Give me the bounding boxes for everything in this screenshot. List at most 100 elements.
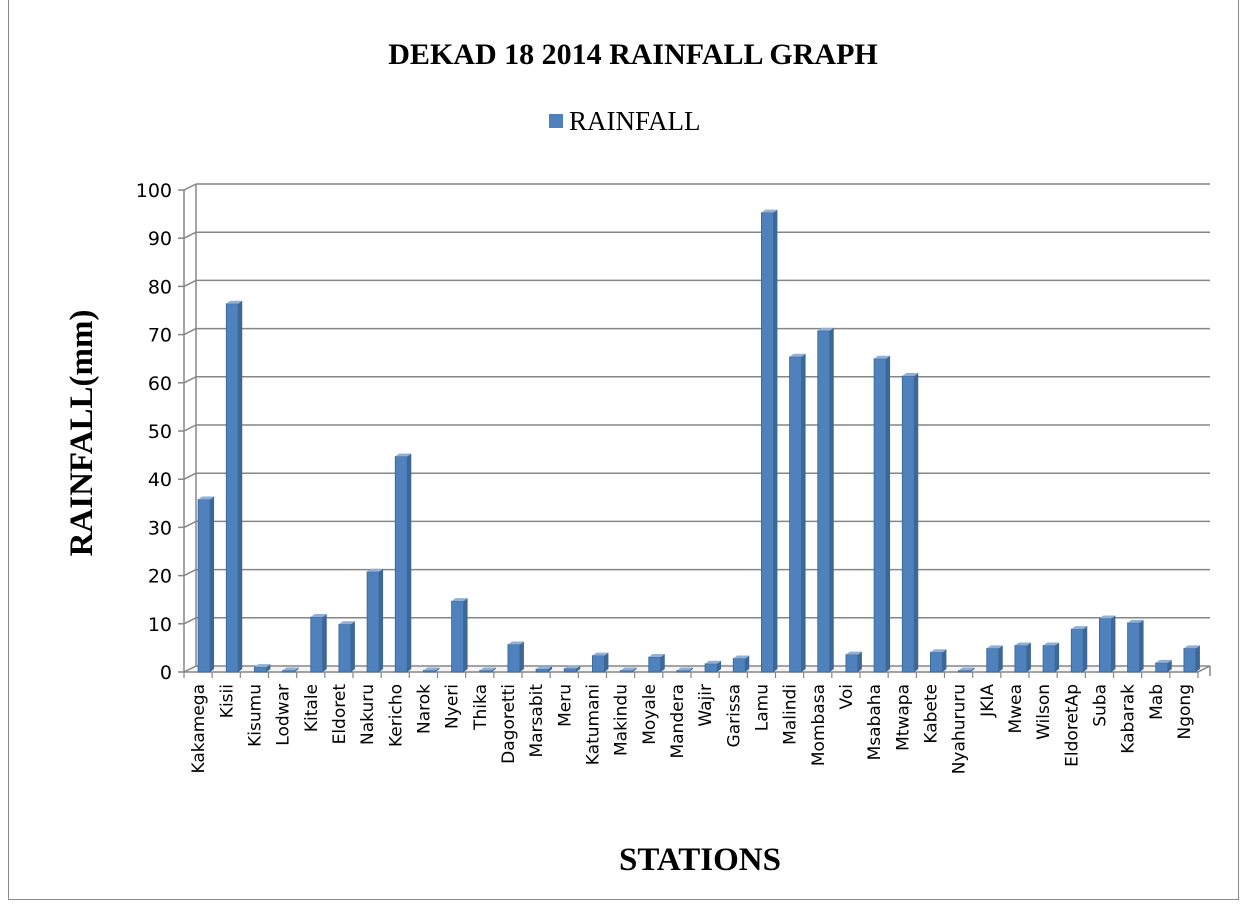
bar bbox=[338, 621, 355, 673]
x-tick-label: Msabaha bbox=[865, 684, 885, 760]
bar-top bbox=[536, 666, 553, 670]
y-tick-label: 40 bbox=[148, 469, 172, 491]
bar bbox=[563, 665, 581, 673]
bar-top bbox=[1099, 615, 1116, 619]
bar-front bbox=[366, 571, 380, 673]
gridline-side bbox=[183, 183, 197, 191]
bar bbox=[873, 355, 891, 673]
bar-front bbox=[648, 656, 662, 673]
bar-top bbox=[705, 660, 722, 664]
y-tick-label: 10 bbox=[148, 614, 172, 636]
y-tick-label: 60 bbox=[148, 373, 172, 395]
bar-top bbox=[507, 641, 524, 645]
y-tick-label: 50 bbox=[148, 421, 172, 443]
bar-side bbox=[266, 664, 271, 672]
bar-front bbox=[451, 600, 464, 673]
bar bbox=[479, 667, 496, 673]
bar-front bbox=[676, 670, 690, 673]
bar-top bbox=[254, 664, 271, 668]
legend-swatch bbox=[549, 114, 563, 128]
x-tick-label: Mwea bbox=[1006, 684, 1026, 733]
bar-side bbox=[294, 667, 299, 672]
x-tick-label: Kisii bbox=[217, 684, 237, 718]
bars bbox=[197, 209, 1200, 673]
bar-front bbox=[310, 616, 324, 673]
bar bbox=[1070, 626, 1088, 673]
bar-side bbox=[857, 651, 862, 672]
bar-top bbox=[310, 614, 327, 618]
bar-side bbox=[688, 667, 693, 672]
x-tick-label: Nyeri bbox=[443, 684, 463, 729]
gridline-side bbox=[183, 279, 197, 288]
bar-top bbox=[423, 667, 440, 671]
bar bbox=[1014, 642, 1031, 673]
axes bbox=[178, 184, 1211, 678]
bar-side bbox=[379, 568, 384, 672]
bar bbox=[225, 300, 243, 673]
bar-side bbox=[576, 665, 581, 672]
bar-front bbox=[789, 356, 802, 673]
bar bbox=[1042, 642, 1060, 673]
bar bbox=[648, 654, 665, 673]
gridline-side bbox=[183, 424, 197, 432]
x-tick-label: Thika bbox=[471, 684, 491, 731]
bar-side bbox=[886, 355, 891, 672]
x-tick-label: Voi bbox=[837, 684, 857, 709]
bar bbox=[592, 652, 609, 673]
bar-front bbox=[986, 647, 1000, 673]
bar-top bbox=[986, 645, 1003, 649]
bar-top bbox=[1071, 626, 1088, 630]
bar-front bbox=[873, 358, 887, 673]
bar-side bbox=[998, 645, 1003, 672]
bar-front bbox=[225, 303, 239, 673]
bar bbox=[676, 667, 693, 673]
bar bbox=[535, 666, 553, 673]
bar bbox=[1127, 619, 1144, 673]
bar-top bbox=[733, 655, 750, 659]
bar-side bbox=[1167, 659, 1172, 672]
x-tick-label: Kitale bbox=[302, 684, 322, 732]
y-tick-label: 80 bbox=[148, 276, 172, 298]
bar-front bbox=[930, 651, 943, 673]
x-tick-label: Ngong bbox=[1175, 684, 1195, 739]
x-tick-label: Wilson bbox=[1034, 684, 1054, 740]
bar-top bbox=[930, 649, 947, 653]
bar-side bbox=[942, 649, 947, 672]
bar-top bbox=[1014, 642, 1031, 646]
bar-side bbox=[914, 373, 919, 672]
legend: RAINFALL bbox=[549, 106, 701, 136]
bar-side bbox=[632, 667, 637, 672]
bar bbox=[930, 649, 947, 673]
bar-front bbox=[1099, 618, 1112, 673]
bar-top bbox=[592, 652, 609, 656]
bar-top bbox=[620, 667, 637, 671]
x-tick-label: Narok bbox=[414, 684, 434, 734]
bar-side bbox=[463, 598, 468, 672]
bar bbox=[986, 645, 1003, 673]
y-tick-label: 70 bbox=[148, 325, 172, 347]
bar-top bbox=[845, 651, 862, 655]
bar-front bbox=[704, 663, 718, 673]
bar bbox=[423, 667, 440, 673]
bar bbox=[310, 614, 327, 673]
bar-top bbox=[338, 621, 355, 625]
x-tick-label: Mtwapa bbox=[893, 684, 913, 751]
bar-side bbox=[322, 614, 327, 672]
bar-top bbox=[367, 568, 384, 572]
bar bbox=[704, 660, 722, 673]
bar bbox=[817, 327, 834, 673]
gridline-side bbox=[183, 472, 197, 480]
bar-side bbox=[1195, 645, 1200, 672]
bar-side bbox=[491, 667, 496, 672]
bar-front bbox=[592, 655, 605, 673]
bar-front bbox=[394, 456, 408, 673]
x-axis-label: STATIONS bbox=[619, 842, 781, 878]
bar-side bbox=[435, 667, 440, 672]
x-tick-label: Kisumu bbox=[245, 684, 265, 747]
bar-side bbox=[548, 666, 553, 672]
gridlines bbox=[183, 183, 1210, 625]
bar-front bbox=[901, 375, 915, 673]
bar-front bbox=[1183, 647, 1197, 673]
bar bbox=[197, 496, 215, 673]
bar-side bbox=[1139, 619, 1144, 672]
